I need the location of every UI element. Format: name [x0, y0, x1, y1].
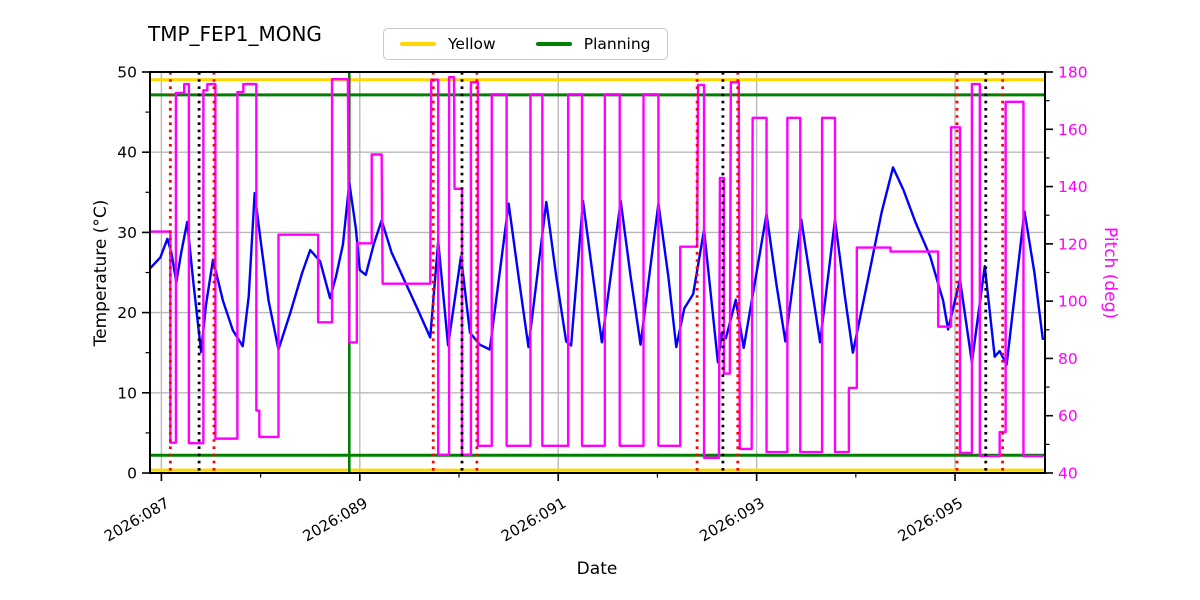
y-tick-label-right: 80: [1058, 350, 1078, 368]
y-tick-label-left: 40: [117, 144, 137, 162]
y-tick-label-left: 10: [117, 384, 137, 402]
y-tick-label-right: 100: [1058, 293, 1088, 311]
legend-label-yellow: Yellow: [448, 35, 496, 53]
y-axis-label-left: Temperature (°C): [91, 199, 111, 347]
x-tick-label: 2026:091: [498, 494, 569, 546]
dotted-event-lines: [168, 72, 1005, 473]
x-tick-label: 2026:095: [895, 494, 966, 546]
y-axis-label-right: Pitch (deg): [1100, 226, 1120, 320]
y-axis-right: 40 60 80 100 120 140 160 180: [1045, 64, 1088, 483]
yellow-line-swatch: [400, 42, 436, 46]
x-tick-label: 2026:087: [101, 494, 172, 546]
plot-frame: [149, 71, 1046, 474]
y-tick-label-left: 30: [117, 224, 137, 242]
temperature-series: [149, 166, 1045, 366]
chart-title: TMP_FEP1_MONG: [148, 22, 322, 46]
pitch-series: [150, 75, 1043, 460]
y-tick-label-left: 20: [117, 304, 137, 322]
y-axis-left: 0 10 20 30 40 50: [117, 64, 150, 483]
planning-line-swatch: [535, 42, 572, 46]
y-tick-label-left: 0: [127, 465, 137, 483]
x-axis-label: Date: [576, 559, 618, 579]
limit-lines: [150, 78, 1045, 472]
y-tick-label-right: 60: [1058, 407, 1078, 425]
gridlines: [150, 72, 1045, 473]
y-tick-label-left: 50: [117, 64, 137, 82]
y-tick-label-right: 140: [1058, 178, 1088, 196]
y-tick-label-right: 120: [1058, 235, 1088, 253]
x-axis: 2026:087 2026:089 2026:091 2026:093 2026:095: [101, 473, 966, 545]
y-tick-label-right: 180: [1058, 64, 1088, 82]
y-tick-label-right: 40: [1058, 465, 1078, 483]
legend-label-planning: Planning: [583, 35, 651, 53]
legend: Yellow Planning: [383, 28, 668, 60]
x-tick-label: 2026:093: [696, 494, 767, 546]
x-tick-label: 2026:089: [300, 494, 371, 546]
y-tick-label-right: 160: [1058, 121, 1088, 139]
legend-item-yellow: Yellow: [400, 35, 496, 53]
legend-item-planning: Planning: [535, 35, 651, 53]
